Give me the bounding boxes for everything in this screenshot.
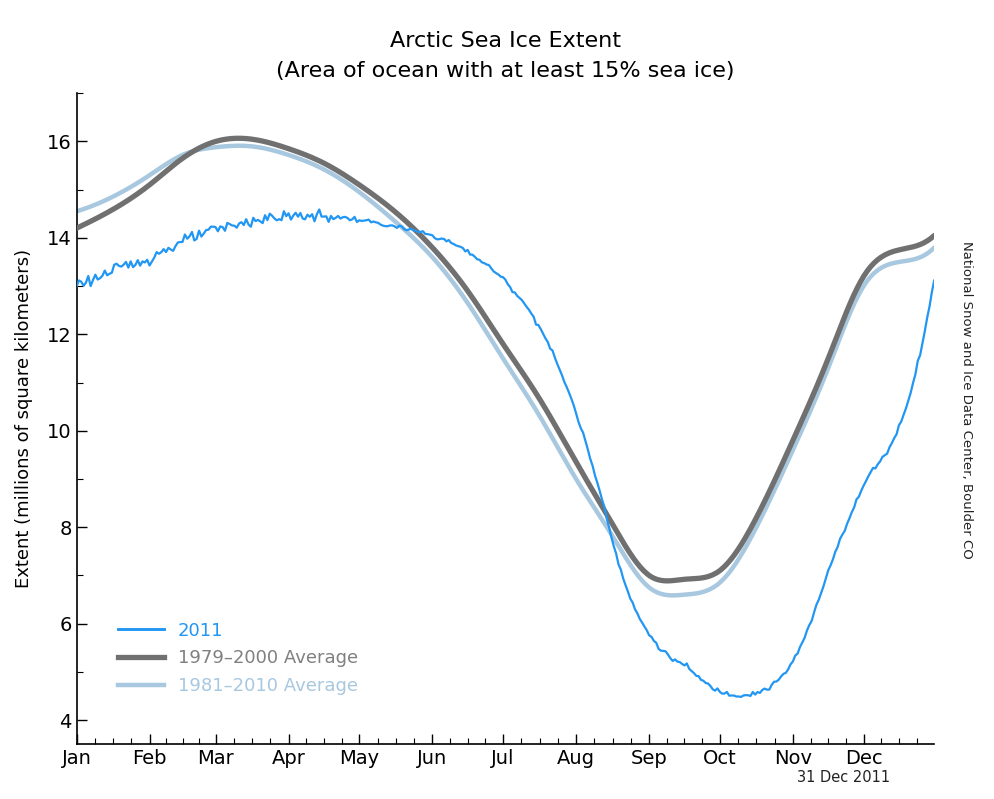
2011 [736, 692, 747, 702]
1981–2010 Average [582, 495, 594, 504]
Line: 2011: 2011 [77, 209, 934, 697]
1979–2000 Average [71, 224, 83, 233]
1979–2000 Average [480, 312, 492, 322]
1981–2010 Average [234, 141, 246, 150]
Title: Arctic Sea Ice Extent
(Area of ocean with at least 15% sea ice): Arctic Sea Ice Extent (Area of ocean wit… [276, 31, 735, 81]
1981–2010 Average [777, 467, 789, 476]
2011 [306, 209, 318, 219]
Text: National Snow and Ice Data Center, Boulder CO: National Snow and Ice Data Center, Bould… [959, 240, 973, 559]
2011 [414, 227, 426, 237]
1979–2000 Average [777, 457, 789, 467]
1979–2000 Average [537, 399, 549, 408]
1981–2010 Average [480, 326, 492, 336]
1981–2010 Average [928, 243, 940, 252]
1979–2000 Average [662, 576, 674, 586]
2011 [252, 215, 264, 225]
Y-axis label: Extent (millions of square kilometers): Extent (millions of square kilometers) [15, 249, 33, 588]
2011 [71, 282, 83, 292]
Line: 1979–2000 Average: 1979–2000 Average [77, 138, 934, 581]
Text: 31 Dec 2011: 31 Dec 2011 [796, 769, 890, 785]
1981–2010 Average [911, 253, 923, 263]
1979–2000 Average [928, 231, 940, 240]
1981–2010 Average [667, 590, 679, 600]
1981–2010 Average [537, 415, 549, 425]
2011 [419, 229, 431, 239]
1979–2000 Average [582, 479, 594, 489]
Line: 1981–2010 Average: 1981–2010 Average [77, 145, 934, 595]
2011 [928, 276, 940, 285]
2011 [313, 205, 325, 214]
1979–2000 Average [485, 320, 497, 330]
1981–2010 Average [485, 334, 497, 344]
1979–2000 Average [233, 133, 245, 143]
1979–2000 Average [911, 240, 923, 250]
2011 [810, 600, 822, 610]
Legend: 2011, 1979–2000 Average, 1981–2010 Average: 2011, 1979–2000 Average, 1981–2010 Avera… [111, 614, 366, 702]
1981–2010 Average [71, 207, 83, 217]
2011 [893, 420, 905, 430]
